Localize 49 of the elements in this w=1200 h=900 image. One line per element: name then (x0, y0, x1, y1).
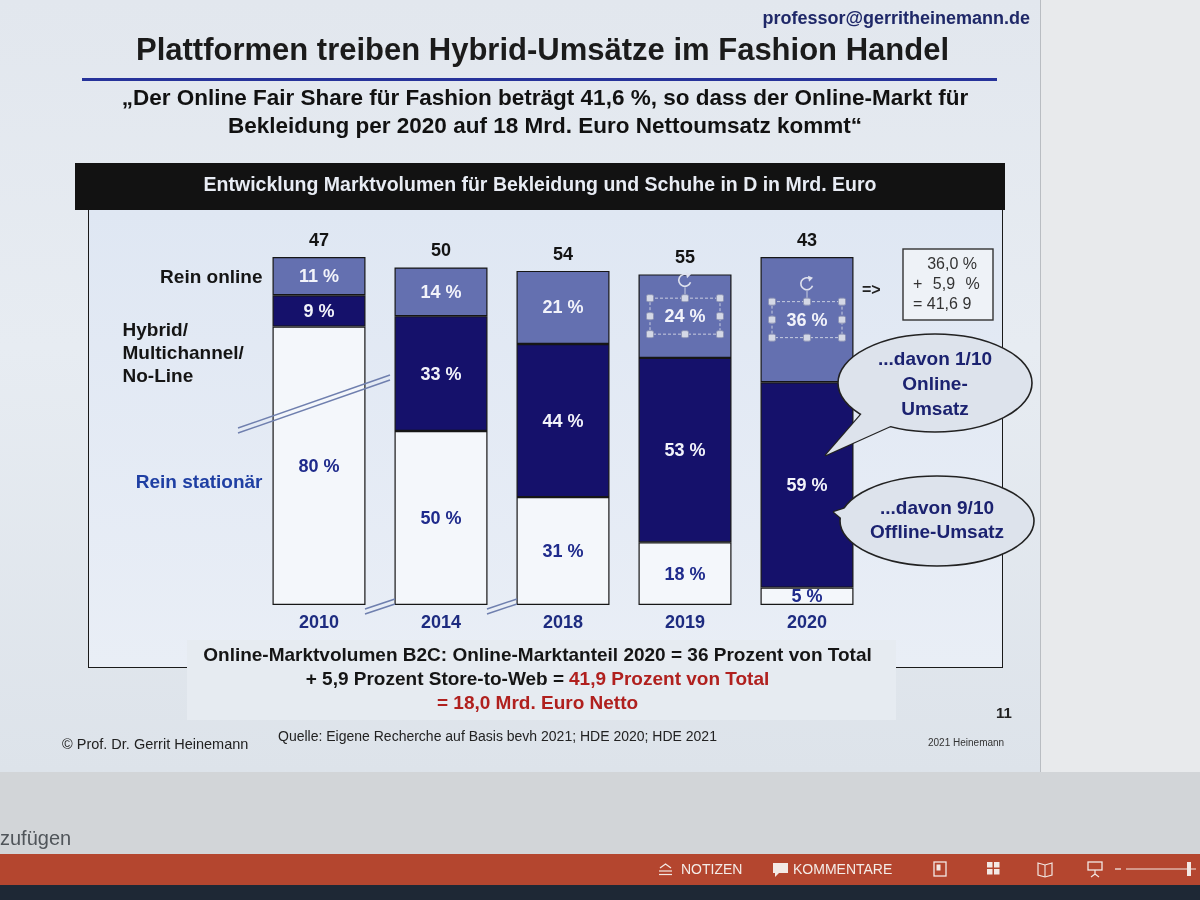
source-note: Quelle: Eigene Recherche auf Basis bevh 2021; HDE 2020; HDE 2021 (278, 728, 717, 744)
text: = 18,0 Mrd. Euro Netto (435, 692, 640, 714)
data-label: 21 % (542, 297, 584, 318)
annotation: 55 (674, 247, 696, 269)
annotation: 47 (308, 230, 330, 251)
series-label: Hybrid/ Multichannel/ No-Line (122, 318, 245, 387)
data-label: 50 % (420, 508, 462, 528)
chart-subtitle: „Der Online Fair Share für Fashion beträgt 41,6 %, so dass der Online-Markt für Bekleidung per 2020 auf 18 Mrd. Euro Nettoumsatz kommt“ (120, 84, 970, 140)
text: NOTIZEN (681, 861, 743, 877)
text: + 5,9 Prozent Store-to-Web = (305, 668, 565, 689)
x-tick-label: 2018 (542, 612, 584, 632)
data-label: 31 % (542, 541, 584, 562)
text: © Prof. Dr. Gerrit Heinemann (62, 736, 249, 752)
series-label: Rein online (160, 265, 263, 288)
data-label: 11 % (298, 266, 340, 287)
data-label: 59 % (786, 474, 828, 495)
text: ...davon 9/10 Offline-Umsatz (868, 496, 1006, 544)
text: Online-Marktvolumen B2C: Online-Marktanteil 2020 = 36 Prozent von Total (202, 644, 873, 666)
x-tick-label: 2014 (420, 612, 462, 632)
data-label: 33 % (420, 363, 462, 384)
data-label: 5 % (791, 586, 823, 607)
data-label: 44 % (542, 410, 584, 431)
annotation: 43 (796, 230, 818, 251)
x-tick-label: 2020 (786, 612, 828, 632)
data-label: 24 % (664, 306, 706, 327)
annotation: 54 (552, 243, 574, 265)
text: + 5,9 % (913, 275, 980, 293)
text: Entwicklung Marktvolumen für Bekleidung und Schuhe in D in Mrd. Euro (202, 173, 878, 196)
annotation: => (862, 281, 881, 299)
text: 41,9 Prozent von Total (569, 668, 770, 689)
text: ...davon 1/10 Online-Umsatz (876, 347, 993, 421)
x-tick-label: 2010 (298, 612, 340, 632)
data-label: 80 % (298, 455, 340, 476)
text: KOMMENTARE (793, 861, 893, 877)
text: 2021 Heinemann (928, 737, 1005, 748)
data-label: 14 % (420, 281, 462, 302)
text: = 41,6 9 (913, 295, 972, 313)
data-label: 18 % (664, 563, 706, 584)
text: 36,0 % (926, 255, 977, 273)
x-tick-label: 2019 (664, 612, 706, 632)
text: 11 (996, 704, 1012, 721)
data-label: 53 % (664, 440, 706, 461)
chart-title: Plattformen treiben Hybrid-Umsätze im Fashion Handel (135, 32, 950, 68)
series-label: Rein stationär (135, 470, 263, 493)
text: zufügen (0, 827, 72, 850)
data-label: 36 % (786, 309, 828, 330)
annotation: 50 (430, 240, 452, 262)
text: professor@gerritheinemann.de (761, 8, 1030, 29)
data-label: 9 % (303, 300, 335, 321)
